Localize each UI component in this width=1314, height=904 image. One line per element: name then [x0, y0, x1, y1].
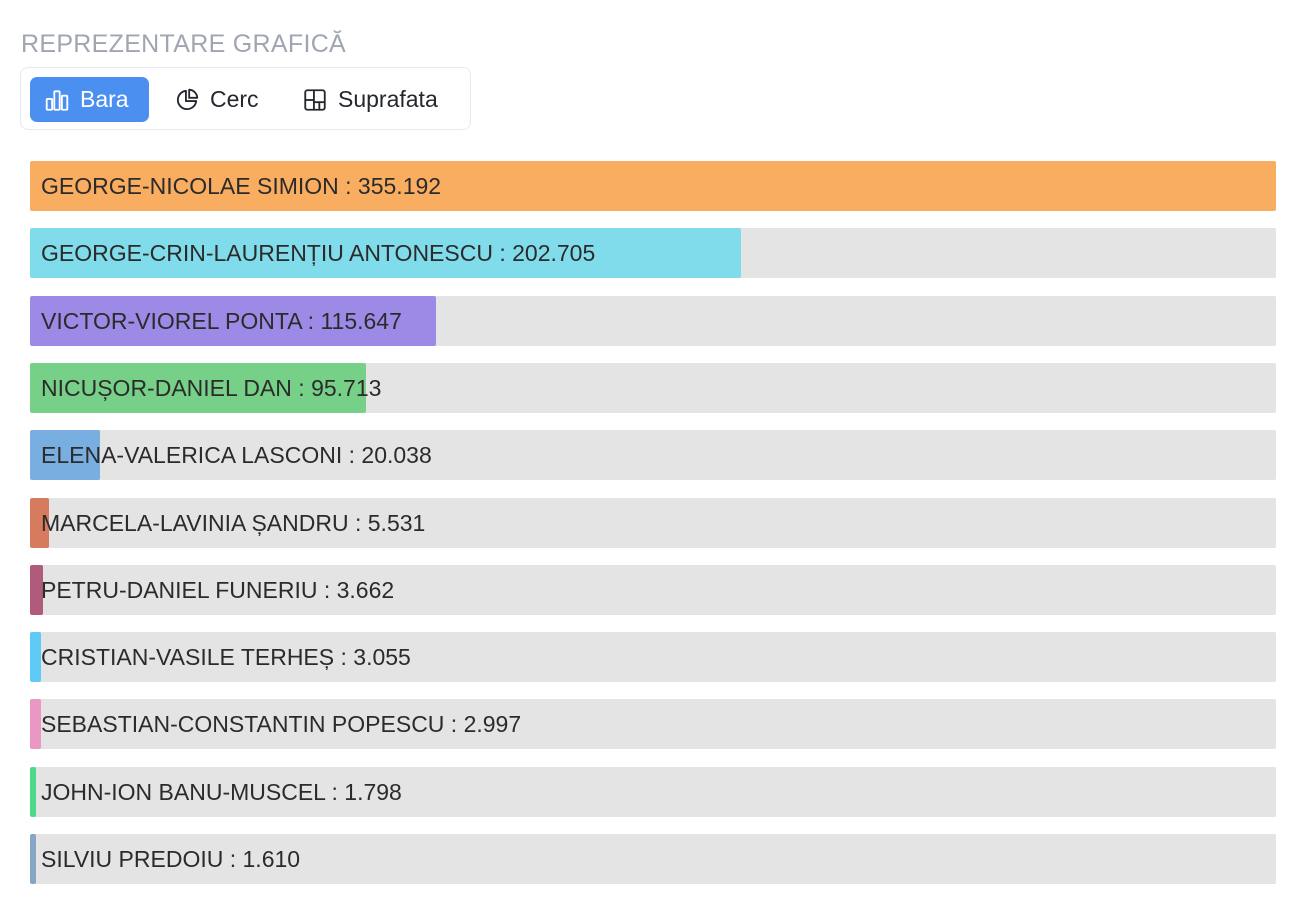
chart-type-toggle: Bara Cerc Suprafata [20, 67, 471, 130]
bar-label: CRISTIAN-VASILE TERHEȘ : 3.055 [41, 644, 411, 670]
pie-view-button[interactable]: Cerc [160, 77, 273, 122]
treemap-icon [304, 88, 326, 111]
bar-row[interactable]: GEORGE-CRIN-LAURENȚIU ANTONESCU : 202.70… [30, 228, 1276, 278]
bar-label: SEBASTIAN-CONSTANTIN POPESCU : 2.997 [41, 711, 522, 737]
bar-view-label: Bara [80, 86, 129, 112]
bar-row[interactable]: GEORGE-NICOLAE SIMION : 355.192 [30, 161, 1276, 211]
bar-fill [30, 767, 37, 817]
bar-fill [30, 565, 43, 615]
bar-view-button[interactable]: Bara [30, 77, 149, 122]
pie-view-label: Cerc [210, 86, 259, 112]
bar-fill [30, 834, 36, 884]
bar-fill [30, 228, 742, 278]
bar-fill [30, 699, 41, 749]
pie-chart-icon [177, 88, 199, 110]
bar-row[interactable]: ELENA-VALERICA LASCONI : 20.038 [30, 430, 1276, 480]
bar-fill [30, 430, 101, 480]
bar-label: MARCELA-LAVINIA ȘANDRU : 5.531 [41, 510, 426, 536]
bar-row[interactable]: NICUȘOR-DANIEL DAN : 95.713 [30, 363, 1276, 413]
bar-chart-icon [45, 89, 69, 111]
bar-label: JOHN-ION BANU-MUSCEL : 1.798 [41, 779, 402, 805]
bar-row[interactable]: JOHN-ION BANU-MUSCEL : 1.798 [30, 767, 1276, 817]
bar-fill [30, 161, 1276, 211]
bar-label: VICTOR-VIOREL PONTA : 115.647 [41, 308, 402, 334]
bar-fill [30, 498, 50, 548]
bar-fill [30, 363, 366, 413]
bar-row[interactable]: SEBASTIAN-CONSTANTIN POPESCU : 2.997 [30, 699, 1276, 749]
bar-label: NICUȘOR-DANIEL DAN : 95.713 [41, 375, 382, 401]
bar-row[interactable]: PETRU-DANIEL FUNERIU : 3.662 [30, 565, 1276, 615]
section-title: REPREZENTARE GRAFICĂ [21, 30, 347, 58]
area-view-label: Suprafata [338, 86, 438, 112]
bar-label: GEORGE-CRIN-LAURENȚIU ANTONESCU : 202.70… [41, 240, 596, 266]
bar-label: GEORGE-NICOLAE SIMION : 355.192 [41, 173, 442, 199]
bar-fill [30, 632, 41, 682]
bar-label: PETRU-DANIEL FUNERIU : 3.662 [41, 577, 395, 603]
bar-row[interactable]: MARCELA-LAVINIA ȘANDRU : 5.531 [30, 498, 1276, 548]
bar-label: SILVIU PREDOIU : 1.610 [41, 846, 301, 872]
bar-row[interactable]: CRISTIAN-VASILE TERHEȘ : 3.055 [30, 632, 1276, 682]
bar-label: ELENA-VALERICA LASCONI : 20.038 [41, 442, 432, 468]
bar-row[interactable]: SILVIU PREDOIU : 1.610 [30, 834, 1276, 884]
bar-row[interactable]: VICTOR-VIOREL PONTA : 115.647 [30, 296, 1276, 346]
area-view-button[interactable]: Suprafata [288, 77, 452, 122]
bar-fill [30, 296, 436, 346]
